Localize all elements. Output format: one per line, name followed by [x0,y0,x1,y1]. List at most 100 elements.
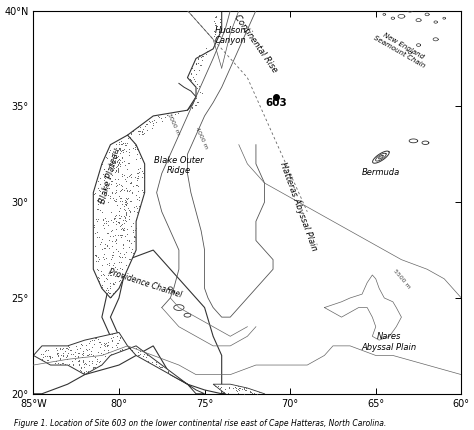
Point [101,342,109,349]
Point [80,352,87,359]
Point [46,353,53,359]
Point [191,97,198,104]
Point [86,345,93,352]
Point [122,262,130,269]
Point [158,118,166,125]
Point [211,20,219,27]
Point [93,228,100,235]
Point [53,346,60,353]
Point [117,277,124,284]
Point [107,268,115,275]
Point [246,388,254,395]
Point [112,189,119,196]
Point [54,360,62,367]
Point [91,252,99,259]
Point [39,353,47,360]
Point [79,350,86,356]
Point [236,387,243,393]
Point [92,258,100,264]
Point [239,393,247,399]
Point [105,148,113,155]
Point [109,252,117,259]
Point [75,362,83,369]
Point [263,399,271,405]
Point [119,227,127,233]
Point [102,220,109,227]
Point [121,253,129,260]
Point [135,188,142,195]
Point [80,369,87,376]
Point [132,182,140,189]
Point [118,195,125,202]
Point [117,265,124,272]
Point [59,345,67,352]
Point [82,360,89,367]
Point [120,202,128,209]
Point [242,395,249,402]
Point [139,169,146,176]
Point [114,165,122,172]
Point [114,168,122,175]
Point [126,212,133,219]
Point [109,254,116,261]
Point [53,350,61,357]
Point [100,219,108,226]
Point [225,384,233,390]
Point [108,160,116,167]
Point [245,396,253,403]
Point [93,197,101,204]
Point [129,220,137,227]
Point [126,180,134,187]
Point [90,336,98,343]
Point [120,250,128,257]
Point [111,273,119,280]
Point [133,204,140,211]
Point [116,157,124,163]
Point [149,120,156,127]
Point [39,355,46,362]
Point [90,341,98,348]
Point [68,351,75,358]
Point [211,14,219,21]
Point [134,170,142,177]
Point [76,350,83,357]
Point [102,188,109,195]
Point [107,180,114,187]
Point [82,342,90,349]
Point [94,273,102,280]
Point [212,21,220,28]
Point [113,217,120,224]
Point [124,195,132,202]
Point [122,215,129,221]
Point [139,125,147,132]
Point [132,345,140,352]
Point [124,174,131,181]
Point [119,149,127,156]
Point [118,273,126,280]
Point [79,359,87,366]
Point [92,253,100,260]
Point [164,368,172,375]
Point [135,124,142,131]
Point [138,128,146,135]
Point [198,52,206,59]
Point [111,189,118,196]
Point [113,270,121,276]
Point [114,159,121,166]
Point [85,340,93,347]
Point [97,344,104,350]
Point [111,279,119,286]
Point [232,387,239,393]
Point [105,290,113,297]
Point [96,206,104,213]
Point [104,288,112,295]
Point [192,61,200,68]
Text: New England
Seamount Chain: New England Seamount Chain [373,29,430,69]
Point [126,206,133,213]
Point [226,384,233,391]
Point [118,253,126,260]
Point [129,182,137,189]
Point [91,354,99,361]
Point [111,147,118,154]
Point [136,351,143,358]
